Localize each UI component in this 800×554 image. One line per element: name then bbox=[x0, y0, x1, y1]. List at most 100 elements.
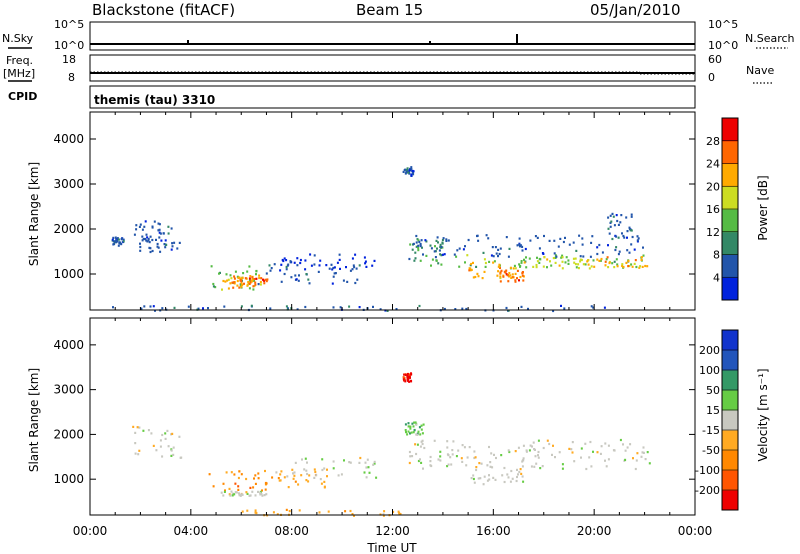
echo-cell bbox=[287, 486, 290, 489]
y-tick-label: 1000 bbox=[53, 267, 84, 281]
echo-cell bbox=[260, 277, 263, 280]
echo-cell bbox=[386, 309, 389, 312]
echo-cell bbox=[613, 224, 616, 227]
echo-cell bbox=[627, 265, 630, 268]
echo-cell bbox=[476, 234, 479, 237]
echo-cell bbox=[434, 250, 437, 253]
echo-cell bbox=[592, 259, 595, 262]
echo-cell bbox=[525, 450, 528, 453]
echo-cell bbox=[405, 431, 407, 434]
echo-cell bbox=[291, 468, 294, 471]
echo-cell bbox=[611, 262, 614, 265]
echo-cell bbox=[408, 375, 411, 378]
echo-cell bbox=[373, 462, 376, 465]
colorbar-swatch bbox=[722, 430, 738, 451]
echo-cell bbox=[439, 253, 442, 256]
echo-cell bbox=[167, 232, 170, 235]
echo-cell bbox=[297, 483, 300, 486]
echo-cell bbox=[541, 465, 544, 468]
echo-cell bbox=[159, 445, 162, 448]
echo-cell bbox=[414, 257, 417, 260]
echo-cell bbox=[582, 255, 585, 258]
echo-cell bbox=[399, 513, 402, 516]
echo-cell bbox=[178, 435, 181, 438]
echo-cell bbox=[141, 235, 144, 238]
echo-cell bbox=[535, 263, 538, 267]
echo-cell bbox=[600, 445, 603, 448]
echo-cell bbox=[500, 454, 503, 457]
echo-cell bbox=[564, 261, 567, 264]
echo-cell bbox=[231, 492, 234, 495]
echo-cell bbox=[116, 237, 119, 240]
echo-cell bbox=[349, 269, 352, 272]
echo-cell bbox=[435, 239, 438, 242]
echo-region bbox=[586, 256, 649, 270]
echo-cell bbox=[474, 456, 477, 459]
colorbar-tick-label: -200 bbox=[695, 484, 720, 497]
echo-cell bbox=[548, 442, 551, 446]
echo-cell bbox=[260, 493, 263, 496]
echo-cell bbox=[314, 470, 317, 473]
echo-cell bbox=[176, 247, 179, 250]
echo-cell bbox=[518, 243, 521, 246]
echo-cell bbox=[304, 305, 307, 309]
echo-cell bbox=[455, 455, 458, 458]
echo-cell bbox=[460, 457, 463, 460]
echo-cell bbox=[518, 279, 520, 282]
echo-cell bbox=[145, 233, 148, 236]
echo-cell bbox=[499, 266, 501, 269]
echo-cell bbox=[628, 228, 631, 231]
echo-cell bbox=[511, 477, 514, 480]
echo-cell bbox=[409, 243, 412, 246]
echo-cell bbox=[630, 215, 633, 218]
echo-cell bbox=[240, 493, 243, 496]
echo-cell bbox=[415, 423, 418, 426]
echo-cell bbox=[646, 265, 649, 268]
echo-cell bbox=[419, 245, 422, 248]
echo-cell bbox=[408, 257, 411, 261]
echo-cell bbox=[382, 513, 385, 516]
echo-cell bbox=[421, 432, 424, 435]
echo-cell bbox=[412, 425, 415, 428]
echo-region bbox=[111, 236, 125, 247]
echo-cell bbox=[554, 254, 557, 257]
echo-cell bbox=[472, 477, 475, 481]
colorbar-tick-label: 16 bbox=[706, 203, 720, 216]
echo-cell bbox=[305, 273, 308, 276]
echo-cell bbox=[512, 267, 515, 270]
echo-cell bbox=[404, 172, 407, 175]
echo-cell bbox=[159, 250, 162, 253]
echo-cell bbox=[641, 265, 644, 268]
echo-cell bbox=[453, 253, 456, 256]
echo-cell bbox=[447, 454, 450, 457]
echo-cell bbox=[517, 446, 520, 449]
echo-cell bbox=[625, 261, 628, 264]
echo-cell bbox=[286, 475, 289, 478]
echo-cell bbox=[525, 266, 528, 269]
echo-cell bbox=[420, 428, 423, 431]
echo-cell bbox=[457, 449, 460, 452]
echo-cell bbox=[139, 242, 141, 245]
echo-cell bbox=[580, 456, 582, 459]
echo-cell bbox=[525, 449, 528, 452]
echo-cell bbox=[141, 239, 144, 242]
echo-cell bbox=[424, 239, 427, 242]
echo-cell bbox=[488, 474, 490, 477]
echo-cell bbox=[365, 265, 368, 268]
echo-cell bbox=[159, 232, 162, 235]
echo-cell bbox=[407, 379, 410, 382]
echo-cell bbox=[403, 373, 406, 376]
echo-cell bbox=[254, 281, 257, 284]
echo-cell bbox=[239, 279, 242, 282]
echo-cell bbox=[629, 443, 632, 446]
echo-cell bbox=[408, 169, 411, 172]
echo-cell bbox=[438, 249, 441, 252]
echo-cell bbox=[599, 259, 602, 262]
echo-cell bbox=[138, 225, 141, 228]
echo-cell bbox=[332, 275, 335, 278]
echo-cell bbox=[632, 457, 634, 460]
echo-cell bbox=[486, 464, 489, 467]
echo-cell bbox=[525, 256, 527, 259]
echo-cell bbox=[421, 442, 424, 446]
echo-cell bbox=[238, 470, 241, 473]
